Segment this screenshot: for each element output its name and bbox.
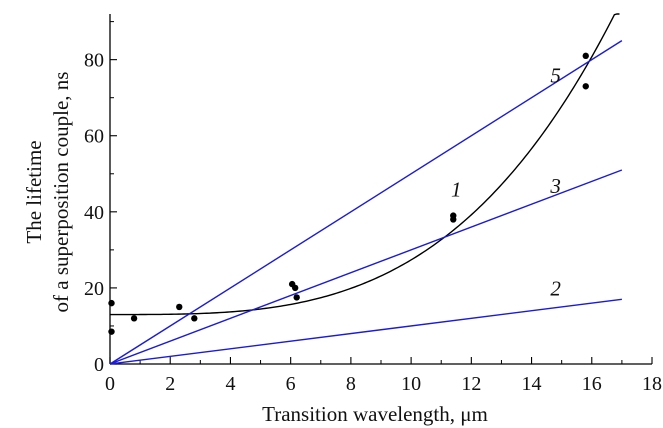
data-point bbox=[108, 328, 115, 335]
x-tick-label: 16 bbox=[582, 373, 602, 395]
data-point bbox=[582, 83, 589, 90]
curve-labels: 1 2 3 5 bbox=[451, 63, 561, 300]
tick-marks bbox=[109, 21, 653, 365]
y-tick-label: 40 bbox=[84, 202, 104, 224]
series-line-3 bbox=[109, 169, 623, 365]
x-tick-label: 8 bbox=[346, 373, 356, 395]
data-point bbox=[191, 315, 198, 322]
y-tick-label: 0 bbox=[94, 354, 104, 376]
series-curve-1 bbox=[110, 13, 620, 316]
x-tick-label: 6 bbox=[286, 373, 296, 395]
series-group bbox=[109, 13, 623, 365]
y-axis-title-line-2: of a superposition couple, ns bbox=[49, 72, 73, 313]
curve-label-5: 5 bbox=[550, 63, 561, 87]
x-tick-label: 12 bbox=[461, 373, 481, 395]
curve-label-3: 3 bbox=[549, 174, 561, 198]
y-tick-label: 80 bbox=[84, 50, 104, 72]
x-tick-label: 4 bbox=[225, 373, 235, 395]
series-line-2 bbox=[109, 298, 622, 365]
x-tick-label: 0 bbox=[105, 373, 115, 395]
series-line-5 bbox=[109, 40, 623, 365]
x-tick-label: 18 bbox=[642, 373, 662, 395]
data-point bbox=[130, 315, 138, 322]
x-tick-label: 2 bbox=[165, 373, 175, 395]
data-point bbox=[291, 284, 299, 292]
y-tick-label: 60 bbox=[84, 126, 104, 148]
curve-label-2: 2 bbox=[550, 277, 561, 301]
data-point bbox=[582, 52, 589, 60]
x-axis-title: Transition wavelength, μm bbox=[262, 402, 488, 426]
y-axis-title-line-1: The lifetime bbox=[22, 140, 46, 243]
x-tick-label: 14 bbox=[522, 373, 542, 395]
y-tick-label: 20 bbox=[84, 278, 104, 300]
data-point bbox=[293, 294, 300, 301]
data-points bbox=[108, 52, 589, 335]
data-point bbox=[176, 303, 183, 311]
curve-label-1: 1 bbox=[451, 178, 462, 202]
data-point bbox=[450, 216, 457, 223]
data-point bbox=[108, 299, 115, 307]
x-tick-label: 10 bbox=[401, 373, 421, 395]
